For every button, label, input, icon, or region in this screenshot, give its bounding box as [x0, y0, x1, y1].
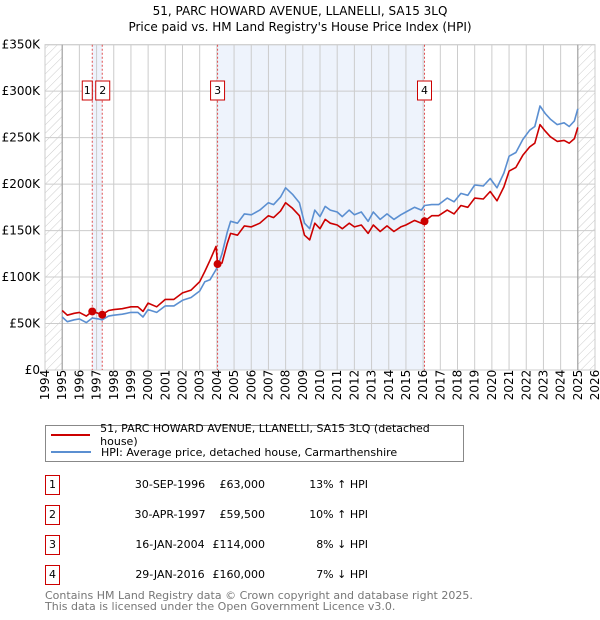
footer-copyright: Contains HM Land Registry data © Crown c…: [45, 589, 473, 602]
x-tick-label: 2026: [588, 370, 600, 401]
x-tick-label: 2009: [296, 370, 310, 401]
sale-number-badge: 1: [45, 475, 60, 495]
sale-row: 2 30-APR-1997 £59,500 10% ↑ HPI: [45, 505, 465, 525]
hatched-region-pre-1995: [45, 44, 63, 370]
sale-point: [213, 260, 222, 269]
price-chart: 51, PARC HOWARD AVENUE, LLANELLI, SA15 3…: [2, 4, 600, 401]
sale-number-label: 1: [84, 84, 91, 97]
sale-number-box: [81, 80, 93, 101]
sale-price: £63,000: [219, 478, 266, 491]
ownership-shade: [217, 44, 425, 370]
sale-price: £59,500: [219, 508, 266, 521]
sale-point: [420, 217, 429, 226]
x-tick-label: 2014: [382, 370, 396, 401]
x-tick-label: 2024: [554, 370, 568, 401]
legend: 51, PARC HOWARD AVENUE, LLANELLI, SA15 3…: [45, 422, 464, 462]
y-tick-label: £200K: [2, 177, 42, 191]
chart-subtitle: Price paid vs. HM Land Registry's House …: [128, 20, 471, 34]
x-tick-label: 1994: [38, 370, 52, 401]
x-tick-label: 2000: [141, 370, 155, 401]
x-tick-label: 2006: [244, 370, 258, 401]
y-tick-label: £100K: [2, 270, 42, 284]
x-tick-label: 2022: [519, 370, 533, 401]
sale-row: 3 16-JAN-2004 £114,000 8% ↓ HPI: [45, 535, 465, 555]
sale-hpi-diff: 7% ↓ HPI: [316, 568, 368, 581]
sale-hpi-diff: 13% ↑ HPI: [309, 478, 368, 491]
x-tick-label: 2007: [261, 370, 275, 401]
x-tick-label: 2015: [399, 370, 413, 401]
x-tick-label: 2018: [451, 370, 465, 401]
sale-number-box: [210, 80, 226, 101]
ownership-shade: [92, 44, 103, 370]
x-tick-label: 1995: [55, 370, 69, 401]
legend-label-property: 51, PARC HOWARD AVENUE, LLANELLI, SA15 3…: [100, 422, 430, 448]
sale-number-box: [95, 80, 111, 101]
sale-price: £114,000: [212, 538, 266, 551]
sale-number-box: [417, 80, 432, 101]
footer-licence: This data is licensed under the Open Gov…: [45, 600, 396, 613]
sale-date: 29-JAN-2016: [135, 568, 205, 581]
hpi-line: [61, 105, 579, 324]
plot-border: [44, 44, 596, 371]
y-tick-label: £350K: [2, 38, 42, 52]
x-tick-label: 2013: [365, 370, 379, 401]
x-tick-label: 2021: [502, 370, 516, 401]
legend-item-hpi: HPI: Average price, detached house, Carm…: [51, 444, 397, 460]
chart-title: 51, PARC HOWARD AVENUE, LLANELLI, SA15 3…: [153, 4, 448, 18]
legend-item-property: 51, PARC HOWARD AVENUE, LLANELLI, SA15 3…: [51, 422, 463, 448]
x-tick-label: 2020: [485, 370, 499, 401]
sale-number-badge: 4: [45, 565, 60, 585]
x-tick-label: 1997: [90, 370, 104, 401]
x-tick-label: 2001: [158, 370, 172, 401]
sale-number-label: 2: [99, 84, 106, 97]
property-line-swatch: [51, 434, 91, 436]
x-tick-label: 2002: [176, 370, 190, 401]
sale-date: 16-JAN-2004: [135, 538, 205, 551]
x-tick-label: 2017: [433, 370, 447, 401]
sale-point: [98, 310, 107, 319]
y-tick-label: £0: [25, 363, 40, 377]
sale-date: 30-SEP-1996: [134, 478, 206, 491]
legend-label-hpi: HPI: Average price, detached house, Carm…: [101, 445, 398, 459]
sale-number-label: 3: [214, 84, 221, 97]
x-tick-label: 2019: [468, 370, 482, 401]
x-tick-label: 2008: [279, 370, 293, 401]
x-tick-label: 1996: [72, 370, 86, 401]
sale-number-badge: 2: [45, 505, 60, 525]
hatched-region-post-2025: [577, 44, 595, 370]
sale-row: 4 29-JAN-2016 £160,000 7% ↓ HPI: [45, 565, 465, 585]
x-tick-label: 2016: [416, 370, 430, 401]
x-tick-label: 2023: [536, 370, 550, 401]
sale-price: £160,000: [212, 568, 266, 581]
x-tick-label: 2011: [330, 370, 344, 401]
sale-hpi-diff: 8% ↓ HPI: [316, 538, 368, 551]
x-tick-label: 2005: [227, 370, 241, 401]
x-tick-label: 2012: [347, 370, 361, 401]
y-tick-label: £250K: [2, 131, 42, 145]
y-tick-label: £300K: [2, 84, 42, 98]
x-tick-label: 2003: [193, 370, 207, 401]
sale-row: 1 30-SEP-1996 £63,000 13% ↑ HPI: [45, 475, 465, 495]
sale-date: 30-APR-1997: [134, 508, 206, 521]
y-tick-label: £150K: [2, 224, 42, 238]
sale-hpi-diff: 10% ↑ HPI: [309, 508, 368, 521]
x-tick-label: 1999: [124, 370, 138, 401]
x-tick-label: 2010: [313, 370, 327, 401]
x-tick-label: 2004: [210, 370, 224, 401]
sale-number-label: 4: [421, 84, 428, 97]
property-price-line: [61, 123, 579, 317]
y-tick-label: £50K: [9, 317, 41, 331]
x-tick-label: 2025: [571, 370, 585, 401]
x-tick-label: 1998: [107, 370, 121, 401]
hpi-line-swatch: [51, 451, 91, 453]
sale-number-badge: 3: [45, 535, 60, 555]
sale-point: [88, 307, 97, 316]
